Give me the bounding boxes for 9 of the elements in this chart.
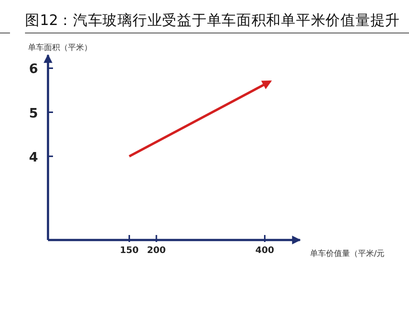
- chart-title: 图12：汽车玻璃行业受益于单车面积和单平米价值量提升: [25, 12, 404, 29]
- x-axis-title: 单车价值量（平米/元: [310, 249, 385, 258]
- x-tick-label: 150: [120, 246, 139, 256]
- y-axis-title: 单车面积（平米）: [28, 43, 92, 52]
- y-tick-label: 6: [28, 62, 38, 78]
- y-tick-label: 5: [28, 106, 38, 122]
- y-tick-label: 4: [28, 150, 38, 166]
- x-tick-label: 200: [146, 246, 166, 256]
- x-tick-label: 400: [255, 246, 274, 256]
